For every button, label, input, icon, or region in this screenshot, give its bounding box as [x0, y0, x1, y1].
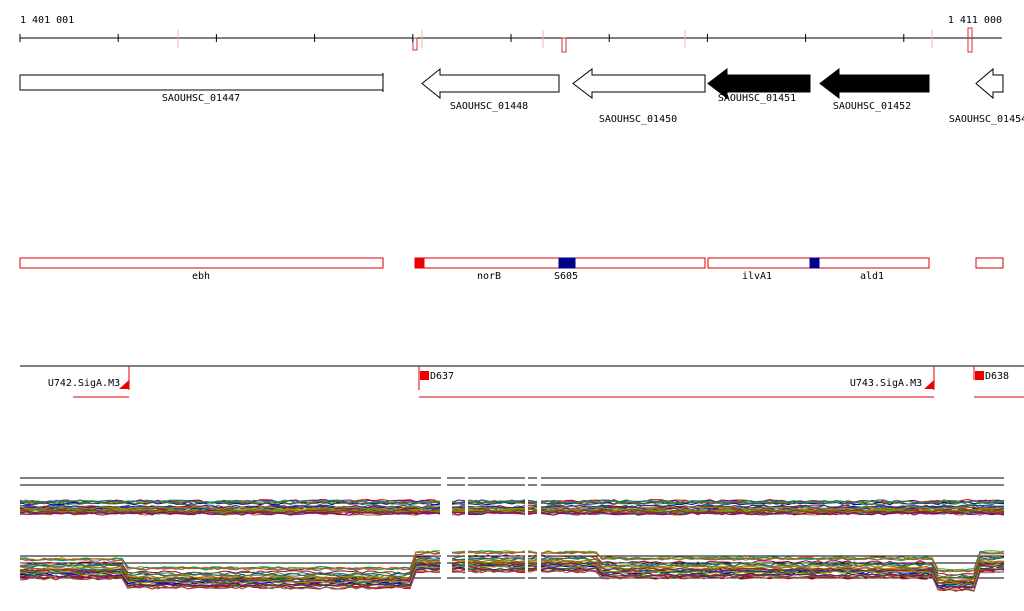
gap	[537, 475, 541, 600]
transcript-label: U743.SigA.M3	[850, 378, 922, 389]
trace	[19, 509, 1005, 514]
trace	[19, 550, 1005, 573]
transcript-mark	[924, 380, 934, 389]
expression-traces	[19, 475, 1005, 600]
trace	[19, 511, 1005, 516]
ruler-marker	[561, 37, 567, 53]
feature[interactable]	[975, 257, 1004, 269]
transcript-mark	[420, 371, 429, 380]
gene-label: SAOUHSC_01448	[450, 101, 528, 112]
gene[interactable]	[421, 67, 560, 100]
gene[interactable]	[975, 67, 1004, 100]
feature-label: norB	[477, 271, 501, 282]
trace	[19, 555, 1005, 578]
feature-label: ald1	[860, 271, 884, 282]
feature-marker	[414, 257, 425, 269]
ruler-marker	[412, 37, 418, 51]
feature[interactable]	[19, 257, 384, 269]
gene-label: SAOUHSC_01450	[599, 114, 677, 125]
gap	[525, 475, 528, 600]
feature-track	[19, 257, 1004, 269]
trace	[19, 566, 1005, 589]
transcript-label: D637	[430, 371, 454, 382]
gene[interactable]	[572, 67, 706, 100]
trace	[19, 499, 1005, 504]
gene[interactable]	[707, 67, 811, 100]
feature-labels: ebh norB S605 ilvA1 ald1	[192, 271, 884, 282]
transcript-mark	[975, 371, 984, 380]
ruler-start: 1 401 001	[20, 15, 74, 26]
gene[interactable]	[819, 67, 930, 100]
ruler: 1 401 001 1 411 000	[19, 15, 1002, 53]
gene[interactable]	[19, 74, 384, 91]
gene-track	[19, 67, 1004, 100]
gene-label: SAOUHSC_01452	[833, 101, 911, 112]
gene-label: SAOUHSC_01447	[162, 93, 240, 104]
trace	[19, 561, 1005, 584]
ruler-end: 1 411 000	[948, 15, 1002, 26]
feature-marker	[809, 257, 820, 269]
transcript-track: U742.SigA.M3 D637 U743.SigA.M3 D638	[20, 365, 1024, 398]
gene-labels: SAOUHSC_01447 SAOUHSC_01448 SAOUHSC_0145…	[162, 93, 1024, 125]
transcript-label: U742.SigA.M3	[48, 378, 120, 389]
trace	[19, 564, 1005, 587]
feature-marker	[558, 257, 576, 269]
gap	[441, 475, 447, 600]
transcript-label: D638	[985, 371, 1009, 382]
trace	[19, 558, 1005, 580]
trace	[19, 569, 1005, 592]
trace	[19, 501, 1004, 506]
feature-label: ebh	[192, 271, 210, 282]
gap	[465, 475, 468, 600]
trace	[19, 554, 1005, 576]
ruler-marker	[967, 27, 973, 53]
feature-label: S605	[554, 271, 578, 282]
gene-label: SAOUHSC_01454	[949, 114, 1024, 125]
feature-label: ilvA1	[742, 271, 772, 282]
gene-label: SAOUHSC_01451	[718, 93, 796, 104]
trace	[19, 505, 1005, 510]
transcript-mark	[119, 380, 129, 389]
